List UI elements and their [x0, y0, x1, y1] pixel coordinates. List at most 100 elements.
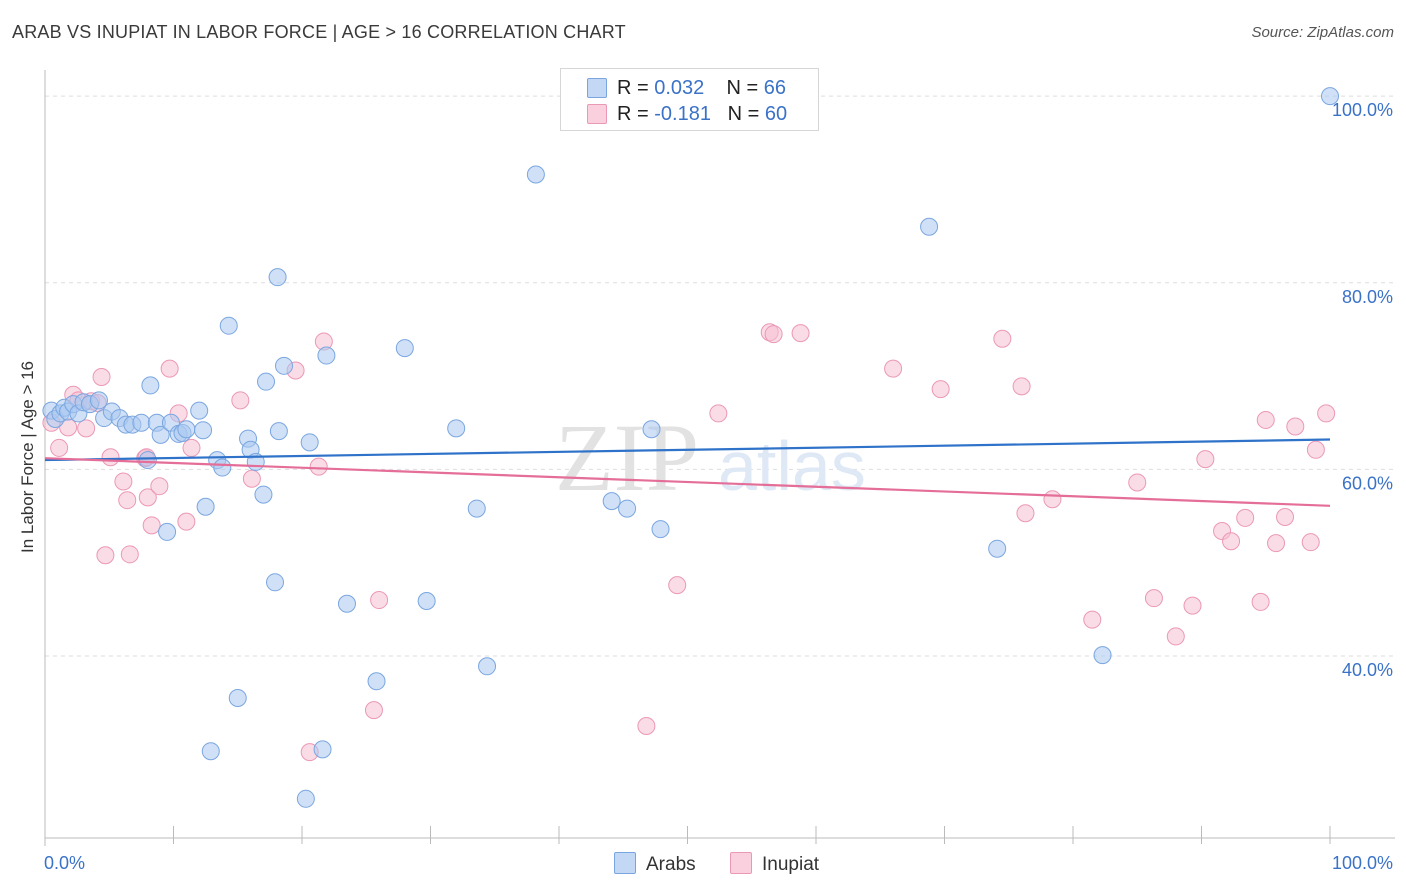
- bottom-legend-swatch-inupiat: [730, 852, 752, 874]
- arabs-point: [254, 485, 273, 504]
- y-tick-label: 100.0%: [1332, 100, 1393, 120]
- arabs-point: [201, 742, 220, 761]
- inupiat-point: [1276, 507, 1295, 526]
- arabs-point: [190, 401, 209, 420]
- x-tick-labels: 0.0% 100.0%: [44, 853, 1393, 873]
- inupiat-point: [118, 491, 137, 510]
- inupiat-point: [142, 516, 161, 535]
- axes: [44, 70, 1395, 846]
- arabs-point: [275, 356, 294, 375]
- arabs-point: [313, 740, 332, 759]
- legend-r-value: -0.181: [654, 103, 711, 125]
- arabs-point: [141, 376, 160, 395]
- arabs-point: [177, 420, 196, 439]
- inupiat-point: [709, 404, 728, 423]
- inupiat-point: [92, 368, 111, 387]
- gridlines: [45, 95, 1395, 657]
- arabs-point: [395, 339, 414, 358]
- arabs-point: [194, 421, 213, 440]
- inupiat-point: [931, 380, 950, 399]
- arabs-point: [300, 433, 319, 452]
- inupiat-point: [668, 576, 687, 595]
- inupiat-point: [791, 324, 810, 343]
- inupiat-point: [242, 469, 261, 488]
- arabs-point: [317, 346, 336, 365]
- inupiat-point: [1144, 589, 1163, 608]
- legend-n-label: N =: [726, 77, 764, 99]
- inupiat-point: [364, 701, 383, 720]
- legend-r-label: R =: [617, 77, 655, 99]
- arabs-point: [268, 268, 287, 287]
- inupiat-point: [993, 329, 1012, 348]
- arabs-point: [219, 316, 238, 335]
- legend-r-value: 0.032: [654, 77, 705, 99]
- arabs-point: [602, 492, 621, 511]
- stats-legend: R = 0.032 N = 66 R = -0.181 N = 60: [560, 68, 819, 131]
- arabs-point: [158, 522, 177, 541]
- inupiat-point: [1251, 592, 1270, 611]
- x-tick-label: 100.0%: [1332, 853, 1393, 873]
- inupiat-point: [138, 488, 157, 507]
- arabs-point: [467, 499, 486, 518]
- legend-r-label: R =: [617, 103, 655, 125]
- inupiat-point: [1301, 533, 1320, 552]
- inupiat-point: [884, 359, 903, 378]
- inupiat-point: [77, 419, 96, 438]
- arabs-point: [1093, 646, 1112, 665]
- inupiat-point: [1236, 508, 1255, 527]
- arabs-point: [132, 413, 151, 432]
- bottom-legend-label-inupiat: Inupiat: [762, 854, 820, 875]
- arabs-point: [526, 165, 545, 184]
- arabs-trend-line: [44, 438, 1331, 462]
- legend-n-value: 60: [764, 103, 788, 125]
- chart-title: ARAB VS INUPIAT IN LABOR FORCE | AGE > 1…: [12, 22, 626, 42]
- inupiat-point: [1256, 410, 1275, 429]
- inupiat-point: [309, 457, 328, 476]
- arabs-point: [151, 425, 170, 444]
- y-tick-labels: 40.0% 60.0% 80.0% 100.0%: [1332, 100, 1393, 680]
- inupiat-point: [114, 472, 133, 491]
- inupiat-trend-line: [44, 457, 1331, 507]
- y-tick-label: 40.0%: [1342, 660, 1393, 680]
- inupiat-point: [150, 477, 169, 496]
- y-tick-label: 80.0%: [1342, 287, 1393, 307]
- x-tick-label: 0.0%: [44, 853, 85, 873]
- arabs-point: [651, 520, 670, 539]
- legend-swatch-arabs: [587, 78, 607, 98]
- arabs-point: [920, 217, 939, 236]
- y-tick-label: 60.0%: [1342, 473, 1393, 493]
- arabs-point: [196, 497, 215, 516]
- arabs-point: [988, 539, 1007, 558]
- inupiat-point: [1267, 534, 1286, 553]
- inupiat-point: [1166, 627, 1185, 646]
- inupiat-point: [1083, 610, 1102, 629]
- watermark: ZIP atlas: [555, 404, 866, 511]
- arabs-point: [1321, 87, 1339, 106]
- legend-n-value: 66: [763, 77, 787, 99]
- inupiat-point: [1016, 504, 1035, 523]
- legend-swatch-inupiat: [587, 104, 607, 124]
- inupiat-point: [1043, 490, 1062, 509]
- arabs-point: [367, 672, 386, 691]
- arabs-point: [213, 458, 232, 477]
- arabs-point: [228, 689, 247, 708]
- arabs-point: [89, 391, 108, 410]
- arabs-point: [642, 420, 661, 439]
- inupiat-point: [1222, 532, 1241, 551]
- watermark-atlas: atlas: [718, 427, 866, 505]
- bottom-legend-swatch-arabs: [614, 852, 636, 874]
- watermark-zip: ZIP: [555, 404, 699, 511]
- source-label: Source: ZipAtlas.com: [1251, 24, 1394, 41]
- inupiat-point: [101, 448, 120, 467]
- arabs-point: [417, 591, 436, 610]
- inupiat-point: [182, 438, 201, 457]
- inupiat-points: [42, 323, 1336, 762]
- inupiat-point: [1128, 473, 1147, 492]
- bottom-legend-arabs: Arabs: [614, 852, 696, 876]
- arabs-point: [257, 372, 276, 391]
- inupiat-point: [50, 438, 69, 457]
- inupiat-point: [637, 717, 656, 736]
- inupiat-point: [1286, 417, 1305, 436]
- bottom-legend-inupiat: Inupiat: [730, 852, 819, 876]
